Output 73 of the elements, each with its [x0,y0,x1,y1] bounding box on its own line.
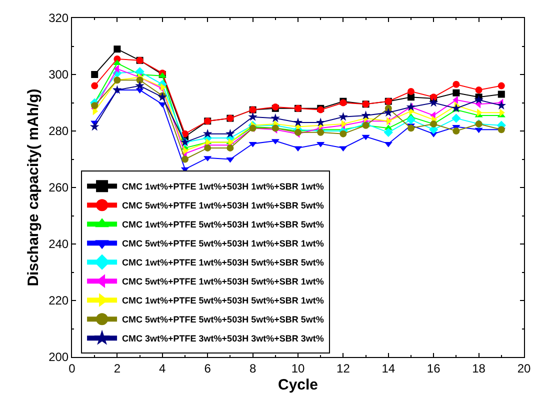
y-tick-label: 200 [48,350,69,364]
point [384,108,394,117]
y-axis-title: Discharge capacity( mAh/g) [24,88,42,286]
point [498,90,505,98]
x-tick-label: 18 [472,361,486,376]
point [316,142,325,148]
point [91,102,98,110]
point [112,85,122,94]
x-tick-label: 0 [68,361,76,376]
y-tick-label: 280 [48,124,69,138]
point [91,71,98,78]
point [248,142,257,148]
point [428,98,438,107]
legend-label: CMC 5wt%+PTFE 5wt%+503H 1wt%+SBR 1wt% [122,238,324,249]
point [452,89,460,96]
point [474,95,484,104]
x-tick-label: 10 [291,361,305,376]
point [90,122,100,131]
point [496,100,506,110]
point [452,128,460,134]
x-tick-label: 4 [159,361,166,376]
point [406,102,416,111]
y-tick-label: 240 [48,237,69,252]
point [408,124,414,132]
legend-label: CMC 1wt%+PTFE 1wt%+503H 1wt%+SBR 1wt% [122,182,324,192]
legend-label: CMC 1wt%+PTFE 5wt%+503H 1wt%+SBR 5wt% [122,220,324,230]
point [293,118,303,126]
point [361,110,370,120]
point [362,134,370,140]
x-tick-label: 2 [114,361,121,376]
legend-label: CMC 5wt%+PTFE 5wt%+503H 5wt%+SBR 5wt% [122,314,324,325]
y-tick-label: 220 [48,294,69,308]
x-tick-label: 20 [517,361,531,376]
y-tick-label: 300 [48,68,69,82]
point [135,80,144,90]
point [248,112,258,121]
point [316,118,326,126]
point [204,144,212,152]
x-tick-label: 16 [426,361,441,376]
legend-label: CMC 1wt%+PTFE 5wt%+503H 5wt%+SBR 1wt% [122,296,324,306]
y-tick-label: 320 [48,11,69,26]
legend-label: CMC 1wt%+PTFE 1wt%+503H 5wt%+SBR 5wt% [122,258,324,268]
point [226,128,235,138]
point [452,80,460,88]
point [136,76,144,84]
legend-label: CMC 3wt%+PTFE 3wt%+503H 3wt%+SBR 3wt% [122,334,324,344]
point [452,104,461,112]
point [202,128,212,138]
point [340,130,347,138]
point [114,46,121,53]
point [475,86,482,94]
x-tick-label: 6 [204,361,212,376]
point [182,156,188,163]
y-tick-label: 260 [48,180,69,195]
x-axis-title: Cycle [278,376,318,394]
point [452,114,461,123]
x-tick-label: 8 [249,361,256,376]
x-tick-label: 12 [336,361,350,376]
point [384,128,393,137]
point [498,82,505,90]
legend-label: CMC 5wt%+PTFE 1wt%+503H 1wt%+SBR 5wt% [122,200,324,211]
point [270,113,280,122]
x-tick-label: 14 [382,361,396,376]
point [474,128,483,134]
point [406,115,416,124]
point [182,130,188,138]
point [338,112,348,121]
point [317,128,324,136]
point [408,88,414,95]
point [384,142,392,148]
legend-label: CMC 5wt%+PTFE 1wt%+503H 5wt%+SBR 1wt% [122,276,324,287]
point [91,82,98,90]
point [226,144,234,152]
